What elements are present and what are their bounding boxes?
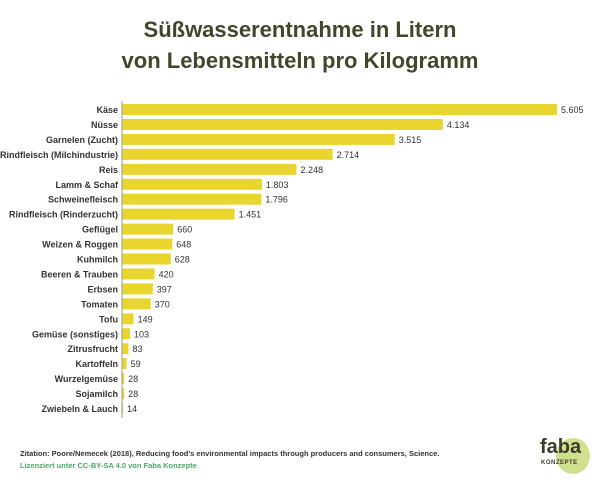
bar	[122, 298, 151, 310]
value-label: 103	[134, 329, 149, 339]
value-label: 1.451	[239, 210, 262, 220]
bar	[122, 253, 171, 265]
bar	[122, 118, 443, 130]
category-label: Reis	[99, 165, 118, 175]
bar	[122, 104, 557, 115]
bar	[122, 358, 127, 370]
category-label: Geflügel	[82, 225, 118, 235]
value-label: 2.714	[337, 150, 360, 160]
value-label: 83	[132, 344, 142, 354]
value-label: 1.803	[266, 180, 289, 190]
category-label: Nüsse	[91, 120, 118, 130]
value-label: 59	[131, 359, 141, 369]
bar	[122, 373, 125, 385]
category-label: Wurzelgemüse	[55, 374, 118, 384]
faba-logo: faba KONZEPTE	[538, 436, 590, 474]
bar	[122, 133, 395, 145]
value-label: 28	[128, 374, 138, 384]
category-label: Käse	[96, 105, 118, 115]
category-label: Kuhmilch	[77, 255, 118, 265]
bar	[122, 388, 125, 400]
category-label: Weizen & Roggen	[42, 240, 118, 250]
value-label: 370	[155, 299, 170, 309]
title-line-1: Süßwasserentnahme in Litern	[143, 17, 457, 42]
category-label: Schweinefleisch	[48, 195, 118, 205]
category-label: Erbsen	[87, 284, 118, 294]
value-label: 1.796	[265, 195, 288, 205]
value-label: 660	[177, 225, 192, 235]
bar	[122, 313, 134, 325]
value-label: 648	[176, 240, 191, 250]
value-label: 4.134	[447, 120, 470, 130]
license-text: Lizenziert unter CC-BY-SA 4.0 von Faba K…	[20, 461, 197, 470]
category-label: Zwiebeln & Lauch	[41, 404, 118, 414]
bar	[122, 403, 124, 414]
value-label: 628	[175, 255, 190, 265]
bar	[122, 343, 129, 355]
citation: Zitation: Poore/Nemecek (2018), Reducing…	[20, 449, 440, 458]
bar	[122, 148, 333, 160]
category-label: Rindfleisch (Milchindustrie)	[0, 150, 118, 160]
title-line-2: von Lebensmitteln pro Kilogramm	[121, 48, 479, 73]
value-label: 28	[128, 389, 138, 399]
category-label: Tofu	[99, 314, 118, 324]
category-label: Sojamilch	[75, 389, 118, 399]
bar	[122, 328, 130, 340]
category-label: Zitrusfrucht	[68, 344, 119, 354]
value-label: 5.605	[561, 105, 584, 115]
bar-chart: Käse 5.605 Nüsse 4.134 Garnelen (Zucht) 3.515…	[0, 101, 584, 418]
category-label: Rindfleisch (Rinderzucht)	[9, 210, 118, 220]
bar	[122, 238, 173, 250]
value-label: 149	[138, 314, 153, 324]
value-label: 2.248	[300, 165, 323, 175]
bar	[122, 178, 262, 190]
category-label: Beeren & Trauben	[41, 269, 118, 279]
category-label: Gemüse (sonstiges)	[32, 329, 118, 339]
bar	[122, 268, 155, 280]
bar	[122, 283, 153, 295]
bar	[122, 208, 235, 220]
category-label: Garnelen (Zucht)	[46, 135, 118, 145]
value-label: 14	[127, 404, 137, 414]
bar	[122, 163, 297, 175]
category-label: Tomaten	[81, 299, 118, 309]
value-label: 3.515	[399, 135, 422, 145]
category-label: Lamm & Schaf	[55, 180, 119, 190]
value-label: 420	[159, 269, 174, 279]
category-label: Kartoffeln	[76, 359, 119, 369]
bar	[122, 223, 174, 235]
value-label: 397	[157, 284, 172, 294]
bar	[122, 193, 262, 205]
chart-title: Süßwasserentnahme in Litern von Lebensmit…	[0, 14, 600, 76]
